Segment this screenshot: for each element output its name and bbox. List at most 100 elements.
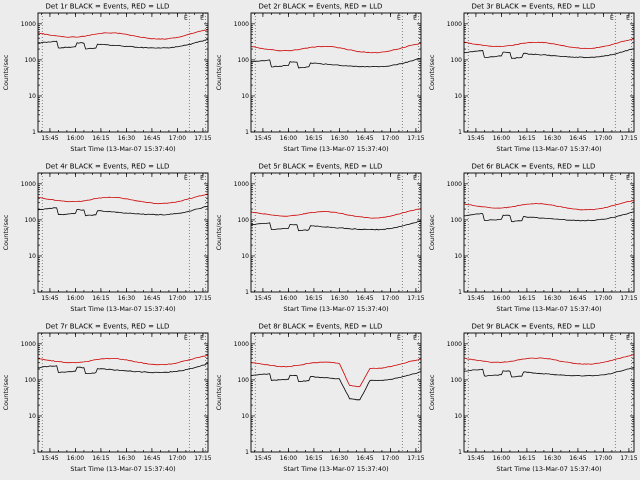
y-tick-label: 100 bbox=[238, 57, 250, 64]
y-tick-label: 10 bbox=[241, 93, 249, 100]
event-marker-label: E bbox=[413, 175, 417, 182]
event-marker-label: E bbox=[200, 335, 204, 342]
detector-panel-4: Det 4r BLACK = Events, RED = LLD Counts/s… bbox=[1, 160, 214, 320]
y-tick-label: 1000 bbox=[234, 21, 249, 28]
x-tick-label: 16:45 bbox=[356, 295, 373, 302]
x-tick-label: 17:00 bbox=[595, 135, 612, 142]
x-tick-label: 17:15 bbox=[620, 455, 637, 462]
event-marker-label: E bbox=[413, 335, 417, 342]
y-axis-label: Counts/sec bbox=[428, 374, 436, 410]
y-tick-label: 100 bbox=[25, 377, 37, 384]
y-tick-label: 1 bbox=[32, 449, 36, 456]
y-axis-label: Counts/sec bbox=[215, 54, 223, 90]
plot-frame bbox=[37, 332, 209, 453]
chart-canvas: Det 4r BLACK = Events, RED = LLD Counts/s… bbox=[2, 163, 212, 314]
x-tick-label: 15:45 bbox=[41, 455, 58, 462]
x-tick-label: 17:15 bbox=[407, 295, 424, 302]
y-tick-label: 10 bbox=[241, 253, 249, 260]
x-tick-label: 17:00 bbox=[595, 295, 612, 302]
x-tick-label: 16:00 bbox=[280, 455, 297, 462]
x-axis-label: Start Time (13-Mar-07 15:37:40) bbox=[70, 305, 175, 313]
series-lld-curve bbox=[38, 29, 208, 40]
x-tick-label: 17:15 bbox=[194, 295, 211, 302]
x-tick-label: 16:45 bbox=[569, 455, 586, 462]
y-tick-label: 100 bbox=[451, 377, 463, 384]
x-tick-label: 16:15 bbox=[518, 295, 535, 302]
plot-frame bbox=[463, 12, 635, 133]
x-tick-label: 16:15 bbox=[518, 455, 535, 462]
series-events-curve bbox=[464, 48, 634, 59]
series-lld-curve bbox=[38, 354, 208, 366]
series-events-curve bbox=[464, 366, 634, 378]
x-tick-label: 17:15 bbox=[407, 455, 424, 462]
x-tick-label: 16:45 bbox=[143, 135, 160, 142]
y-tick-label: 10 bbox=[28, 253, 36, 260]
event-marker-label: E bbox=[184, 15, 188, 22]
series-events-curve bbox=[38, 363, 208, 374]
detector-panel-9: Det 9r BLACK = Events, RED = LLD Counts/s… bbox=[427, 320, 640, 480]
series-lld-curve bbox=[464, 38, 634, 49]
y-tick-label: 100 bbox=[25, 57, 37, 64]
panel-title: Det 1r BLACK = Events, RED = LLD bbox=[46, 3, 170, 11]
chart-canvas: Det 3r BLACK = Events, RED = LLD Counts/s… bbox=[428, 3, 638, 154]
detector-panel-7: Det 7r BLACK = Events, RED = LLD Counts/s… bbox=[1, 320, 214, 480]
y-tick-label: 1000 bbox=[21, 181, 36, 188]
x-tick-label: 16:30 bbox=[331, 455, 348, 462]
x-axis-label: Start Time (13-Mar-07 15:37:40) bbox=[283, 145, 388, 153]
event-marker-label: E bbox=[200, 175, 204, 182]
series-events-curve bbox=[38, 205, 208, 217]
x-tick-label: 17:00 bbox=[382, 295, 399, 302]
series-lld-curve bbox=[251, 358, 421, 388]
x-axis-label: Start Time (13-Mar-07 15:37:40) bbox=[496, 145, 601, 153]
x-tick-label: 16:00 bbox=[493, 455, 510, 462]
plot-frame bbox=[250, 332, 422, 453]
x-tick-label: 16:15 bbox=[518, 135, 535, 142]
x-axis-label: Start Time (13-Mar-07 15:37:40) bbox=[496, 465, 601, 473]
y-tick-label: 1000 bbox=[447, 21, 462, 28]
event-marker-label: E bbox=[200, 15, 204, 22]
chart-canvas: Det 6r BLACK = Events, RED = LLD Counts/s… bbox=[428, 163, 638, 314]
series-lld-curve bbox=[464, 354, 634, 365]
event-marker-label: E bbox=[397, 15, 401, 22]
y-tick-label: 1 bbox=[245, 129, 249, 136]
series-lld-curve bbox=[251, 208, 421, 219]
chart-canvas: Det 2r BLACK = Events, RED = LLD Counts/s… bbox=[215, 3, 425, 154]
x-tick-label: 17:15 bbox=[194, 455, 211, 462]
event-marker-label: E bbox=[413, 15, 417, 22]
y-tick-label: 10 bbox=[454, 253, 462, 260]
x-axis-label: Start Time (13-Mar-07 15:37:40) bbox=[283, 465, 388, 473]
x-tick-label: 17:15 bbox=[407, 135, 424, 142]
y-tick-label: 100 bbox=[451, 217, 463, 224]
x-tick-label: 17:00 bbox=[382, 135, 399, 142]
x-tick-label: 16:45 bbox=[143, 455, 160, 462]
series-lld-curve bbox=[464, 200, 634, 211]
event-marker-label: E bbox=[610, 15, 614, 22]
plot-frame bbox=[37, 12, 209, 133]
x-tick-label: 17:15 bbox=[620, 135, 637, 142]
event-marker-label: E bbox=[184, 335, 188, 342]
x-tick-label: 17:00 bbox=[595, 455, 612, 462]
x-tick-label: 15:45 bbox=[254, 135, 271, 142]
event-marker-label: E bbox=[610, 175, 614, 182]
x-tick-label: 16:15 bbox=[305, 295, 322, 302]
series-lld-curve bbox=[251, 42, 421, 54]
x-tick-label: 16:15 bbox=[92, 295, 109, 302]
panel-title: Det 8r BLACK = Events, RED = LLD bbox=[259, 323, 383, 331]
plot-frame bbox=[463, 332, 635, 453]
event-marker-label: E bbox=[610, 335, 614, 342]
x-tick-label: 16:15 bbox=[92, 135, 109, 142]
x-tick-label: 17:15 bbox=[620, 295, 637, 302]
x-tick-label: 16:15 bbox=[92, 455, 109, 462]
detector-panel-8: Det 8r BLACK = Events, RED = LLD Counts/s… bbox=[214, 320, 427, 480]
x-tick-label: 16:00 bbox=[493, 295, 510, 302]
y-axis-label: Counts/sec bbox=[2, 374, 10, 410]
y-tick-label: 10 bbox=[241, 413, 249, 420]
plot-frame bbox=[250, 172, 422, 293]
x-tick-label: 17:00 bbox=[169, 295, 186, 302]
x-tick-label: 16:30 bbox=[544, 295, 561, 302]
x-tick-label: 15:45 bbox=[467, 135, 484, 142]
plot-frame bbox=[250, 12, 422, 133]
x-tick-label: 16:00 bbox=[67, 295, 84, 302]
series-events-curve bbox=[38, 38, 208, 50]
x-tick-label: 16:00 bbox=[67, 455, 84, 462]
